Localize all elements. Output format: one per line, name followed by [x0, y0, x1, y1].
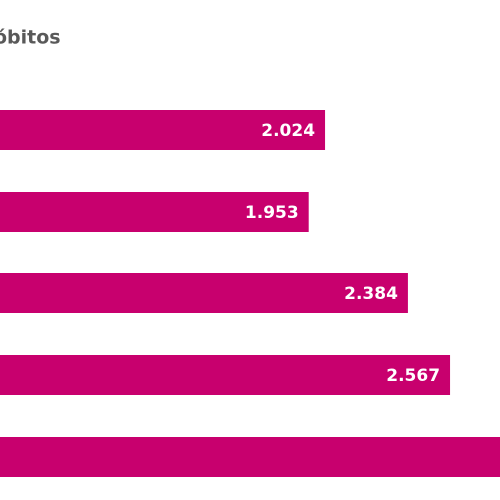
bar: [0, 355, 451, 395]
value-label: 2.024: [261, 121, 315, 141]
value-label: 1.953: [245, 203, 299, 223]
chart-title: óbitos: [0, 27, 61, 49]
value-label: 2.567: [386, 366, 440, 386]
bar: [0, 110, 326, 150]
bar: [0, 273, 408, 313]
bar: [0, 437, 500, 477]
bar: [0, 192, 309, 232]
value-label: 2.384: [344, 284, 398, 304]
